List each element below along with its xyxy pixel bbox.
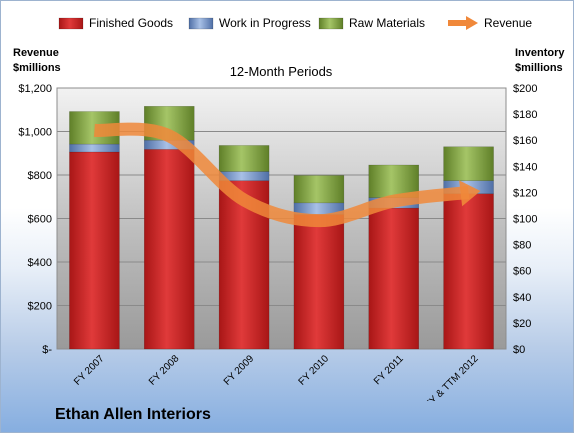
x-tick-label: FY 2007 — [72, 353, 107, 388]
legend-label: Revenue — [484, 16, 532, 30]
x-tick-label: FY 2009 — [222, 353, 257, 388]
left-axis-label-line2: $millions — [13, 62, 61, 74]
revenue-arrowhead — [459, 180, 481, 207]
bar-finished-goods — [144, 149, 195, 350]
bar-finished-goods — [368, 207, 419, 350]
left-tick-label: $1,000 — [18, 127, 52, 139]
revenue-line — [93, 122, 470, 228]
bar-work-in-progress — [69, 143, 120, 153]
right-tick-label: $180 — [513, 109, 537, 121]
right-tick-label: $40 — [513, 292, 531, 304]
legend-swatch — [188, 17, 214, 30]
company-name: Ethan Allen Interiors — [55, 406, 211, 423]
legend-swatch — [318, 17, 344, 30]
chart: $-$200$400$600$800$1,000$1,200 $0$20$40$… — [13, 16, 565, 401]
right-tick-label: $80 — [513, 240, 531, 252]
legend-label: Raw Materials — [349, 16, 425, 30]
revenue-line-group — [93, 122, 481, 228]
legend-arrow-revenue — [466, 16, 478, 30]
bar-raw-materials — [443, 146, 494, 181]
left-tick-label: $200 — [28, 301, 52, 313]
x-tick-label: FY 2010 — [297, 353, 332, 388]
bar-raw-materials — [293, 175, 345, 204]
right-tick-label: $60 — [513, 266, 531, 278]
left-tick-label: $1,200 — [18, 83, 52, 95]
bar-finished-goods — [443, 193, 494, 350]
left-tick-label: $- — [42, 344, 52, 356]
right-axis-label-line2: $millions — [515, 62, 563, 74]
bar-group — [69, 106, 494, 350]
chart-title: 12-Month Periods — [230, 64, 333, 79]
left-tick-label: $600 — [28, 214, 52, 226]
x-tick-label: FY & TTM 2012 — [423, 353, 481, 401]
x-tick-label: FY 2008 — [147, 353, 182, 388]
x-tick-label: FY 2011 — [372, 353, 406, 387]
left-axis: $- $200 $400 $600 $800 $1,000 $1,200 — [18, 83, 52, 356]
x-axis: FY 2007 FY 2008 FY 2009 FY 2010 FY 2011 FY & … — [72, 353, 481, 401]
left-tick-label: $400 — [28, 257, 52, 269]
bar-finished-goods — [293, 214, 345, 350]
right-axis: $0 $20 $40 $60 $80 $100 $120 $140 $160 $180 $200 — [513, 83, 537, 356]
bar-finished-goods — [69, 151, 120, 350]
right-tick-label: $160 — [513, 135, 537, 147]
right-tick-label: $0 — [513, 344, 525, 356]
right-axis-label-line1: Inventory — [515, 47, 565, 59]
bar-raw-materials — [218, 145, 270, 172]
legend-label: Work in Progress — [219, 16, 311, 30]
legend: Finished Goods Work in Progress Raw Materi… — [58, 16, 532, 30]
right-tick-label: $100 — [513, 214, 537, 226]
left-axis-label-line1: Revenue — [13, 47, 59, 59]
legend-swatch — [58, 17, 84, 30]
legend-label: Finished Goods — [89, 16, 173, 30]
right-tick-label: $200 — [513, 83, 537, 95]
left-tick-label: $800 — [28, 170, 52, 182]
right-tick-label: $20 — [513, 318, 531, 330]
right-tick-label: $140 — [513, 161, 537, 173]
right-tick-label: $120 — [513, 187, 537, 199]
